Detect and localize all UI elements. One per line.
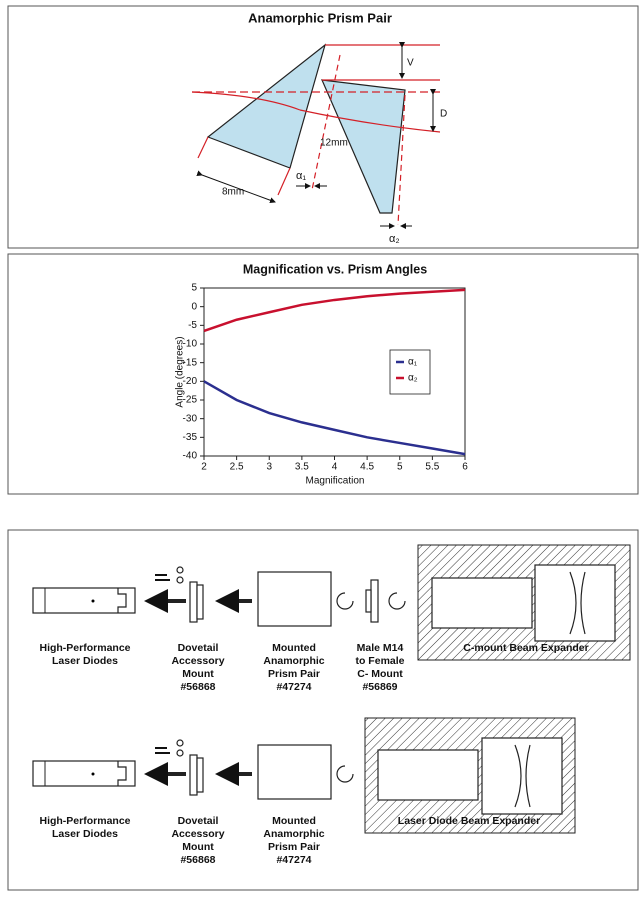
y-tick-label: -15 (183, 357, 198, 368)
y-tick-label: -10 (183, 339, 198, 350)
y-tick-label: -25 (183, 395, 198, 406)
y-tick-label: -30 (183, 413, 198, 424)
component-label: Mounted (272, 642, 316, 654)
x-tick-label: 4 (332, 462, 338, 473)
component-label: Accessory (171, 828, 224, 840)
component-label: #56869 (362, 681, 397, 693)
x-tick-label: 3.5 (295, 462, 309, 473)
label-d: D (440, 109, 447, 120)
panel (7, 253, 639, 495)
prism-drawing (191, 42, 441, 229)
y-tick-label: 0 (191, 301, 197, 312)
panel (7, 5, 639, 249)
component-label: Mount (182, 841, 214, 853)
label-v: V (407, 58, 414, 69)
label-alpha2: α₂ (389, 233, 400, 245)
component-label: Laser Diode Beam Expander (398, 815, 540, 827)
x-tick-label: 3 (266, 462, 272, 473)
panel (7, 529, 639, 891)
x-tick-label: 6 (462, 462, 468, 473)
x-tick-label: 2 (201, 462, 207, 473)
component-label: Mounted (272, 815, 316, 827)
component-label: Anamorphic (263, 655, 324, 667)
y-tick-label: -35 (183, 432, 198, 443)
component-label: Accessory (171, 655, 224, 667)
x-axis-label: Magnification (306, 476, 365, 487)
component-label: to Female (355, 655, 404, 667)
component-label: Dovetail (178, 815, 219, 827)
x-tick-label: 4.5 (360, 462, 374, 473)
series-line (203, 380, 466, 456)
series-line (203, 288, 466, 333)
component-label: #47274 (276, 854, 311, 866)
component-label: #56868 (180, 854, 215, 866)
label-alpha1: α₁ (296, 170, 306, 182)
component-label: C-mount Beam Expander (463, 642, 588, 654)
component-label: #47274 (276, 681, 311, 693)
legend-label: α₂ (408, 373, 418, 384)
x-tick-label: 5.5 (425, 462, 439, 473)
label-12mm: 12mm (320, 138, 348, 149)
component-label: Laser Diodes (52, 828, 118, 840)
component-label: #56868 (180, 681, 215, 693)
y-axis-label: Angle (degrees) (175, 336, 186, 407)
component-label: Prism Pair (268, 668, 320, 680)
component-label: Anamorphic (263, 828, 324, 840)
component-label: High-Performance (39, 642, 130, 654)
chart-title: Magnification vs. Prism Angles (243, 262, 427, 276)
diagram-title: Anamorphic Prism Pair (248, 10, 392, 25)
component-label: Mount (182, 668, 214, 680)
label-8mm: 8mm (222, 187, 244, 198)
legend-box (389, 349, 431, 395)
y-tick-label: -40 (183, 451, 198, 462)
component-label: Dovetail (178, 642, 219, 654)
x-tick-label: 2.5 (230, 462, 244, 473)
y-tick-label: -5 (188, 320, 197, 331)
x-tick-label: 5 (397, 462, 403, 473)
chart: Magnification vs. Prism Angles Magnifica… (175, 262, 469, 486)
y-tick-label: -20 (183, 376, 198, 387)
component-label: Laser Diodes (52, 655, 118, 667)
component-label: High-Performance (39, 815, 130, 827)
legend-label: α₁ (408, 357, 418, 368)
component-label: Male M14 (357, 642, 404, 654)
assembly-drawing (32, 544, 631, 834)
component-label: Prism Pair (268, 841, 320, 853)
component-label: C- Mount (357, 668, 403, 680)
y-tick-label: 5 (191, 283, 197, 294)
